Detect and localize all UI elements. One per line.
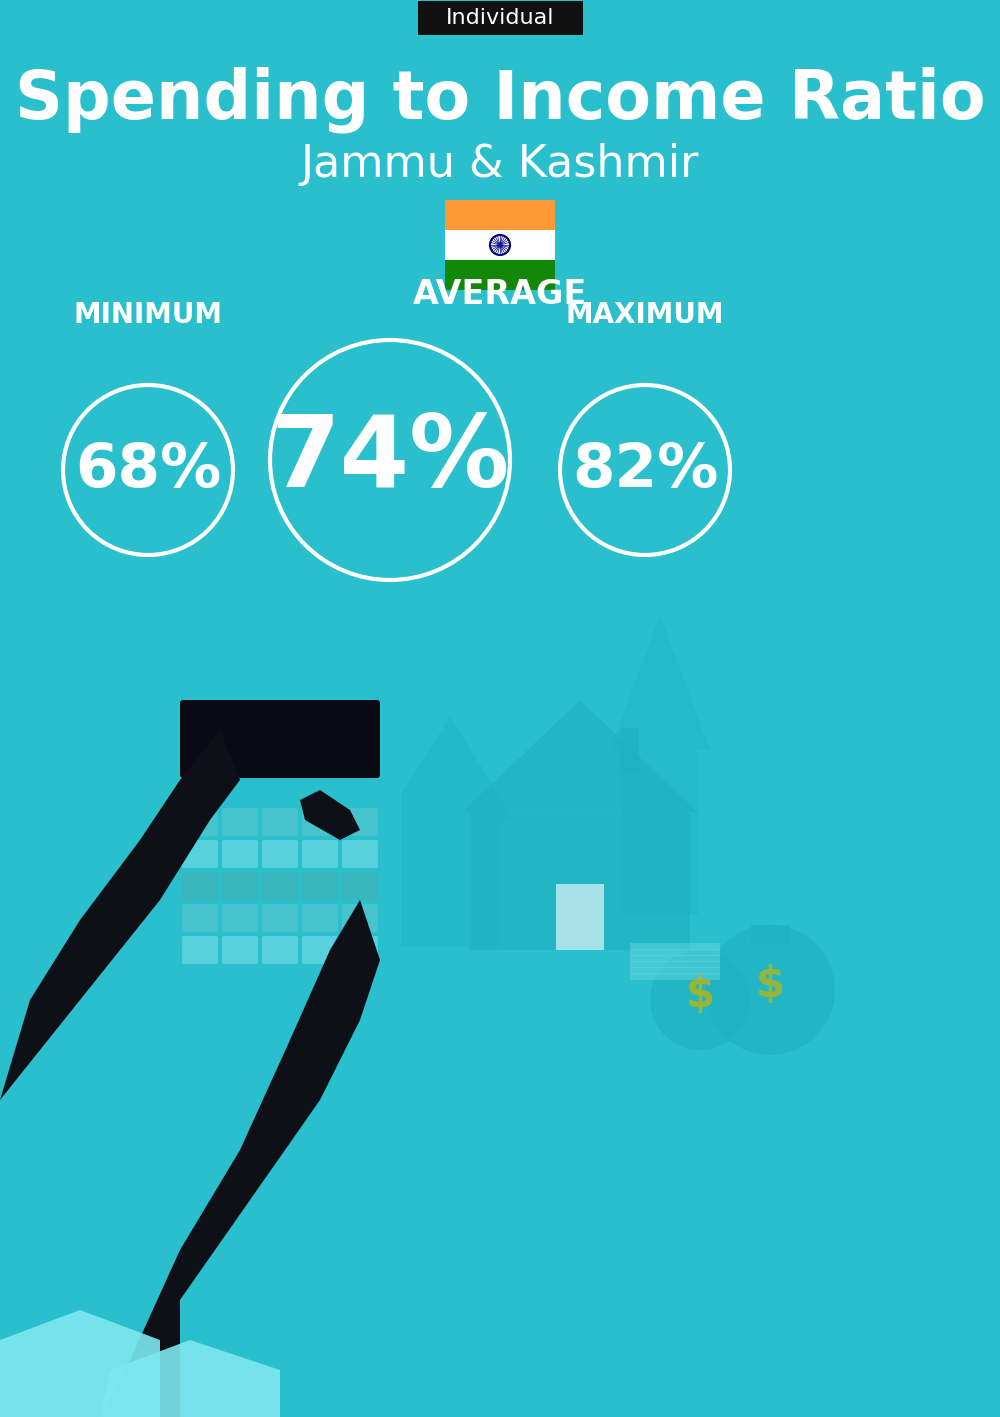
Text: 68%: 68% (75, 441, 221, 500)
Polygon shape (385, 717, 515, 947)
Polygon shape (0, 1309, 160, 1417)
Text: 82%: 82% (572, 441, 718, 500)
Bar (630, 942, 720, 949)
Text: Spending to Income Ratio: Spending to Income Ratio (15, 67, 985, 133)
Circle shape (650, 949, 750, 1050)
Polygon shape (100, 1340, 280, 1417)
Polygon shape (300, 791, 360, 840)
Polygon shape (462, 700, 698, 812)
Polygon shape (610, 615, 710, 915)
FancyBboxPatch shape (342, 808, 378, 836)
Bar (630, 949, 720, 956)
Text: MAXIMUM: MAXIMUM (566, 300, 724, 329)
FancyBboxPatch shape (262, 904, 298, 932)
Bar (445, 230, 555, 259)
Text: Jammu & Kashmir: Jammu & Kashmir (301, 143, 699, 187)
FancyBboxPatch shape (222, 937, 258, 964)
FancyBboxPatch shape (222, 840, 258, 869)
FancyBboxPatch shape (342, 871, 378, 900)
FancyBboxPatch shape (182, 808, 218, 836)
Text: $: $ (686, 973, 714, 1016)
FancyBboxPatch shape (222, 808, 258, 836)
Bar (630, 973, 720, 981)
Text: $: $ (756, 964, 784, 1006)
FancyBboxPatch shape (342, 840, 378, 869)
FancyBboxPatch shape (262, 937, 298, 964)
Text: AVERAGE: AVERAGE (413, 279, 587, 312)
Bar (630, 955, 720, 962)
FancyBboxPatch shape (262, 871, 298, 900)
FancyBboxPatch shape (302, 904, 338, 932)
FancyBboxPatch shape (342, 904, 378, 932)
FancyBboxPatch shape (222, 871, 258, 900)
FancyBboxPatch shape (262, 840, 298, 869)
FancyBboxPatch shape (302, 937, 338, 964)
Bar (750, 925, 790, 945)
FancyBboxPatch shape (182, 871, 218, 900)
FancyBboxPatch shape (302, 808, 338, 836)
Bar (445, 259, 555, 290)
Circle shape (705, 925, 835, 1056)
Text: Individual: Individual (446, 9, 554, 28)
Bar (620, 728, 639, 774)
FancyBboxPatch shape (262, 808, 298, 836)
FancyBboxPatch shape (302, 840, 338, 869)
Polygon shape (0, 730, 240, 1417)
Bar (470, 812, 690, 949)
FancyBboxPatch shape (222, 904, 258, 932)
FancyBboxPatch shape (182, 937, 218, 964)
Text: MINIMUM: MINIMUM (74, 300, 222, 329)
Text: 74%: 74% (270, 411, 510, 509)
FancyBboxPatch shape (342, 937, 378, 964)
Bar (630, 966, 720, 973)
Bar (630, 961, 720, 968)
FancyBboxPatch shape (302, 871, 338, 900)
FancyBboxPatch shape (182, 904, 218, 932)
Bar (685, 949, 715, 965)
FancyBboxPatch shape (180, 700, 380, 778)
Polygon shape (100, 900, 380, 1417)
FancyBboxPatch shape (182, 840, 218, 869)
FancyBboxPatch shape (159, 674, 401, 986)
Bar (556, 884, 604, 949)
FancyBboxPatch shape (418, 1, 582, 35)
Bar (445, 200, 555, 230)
